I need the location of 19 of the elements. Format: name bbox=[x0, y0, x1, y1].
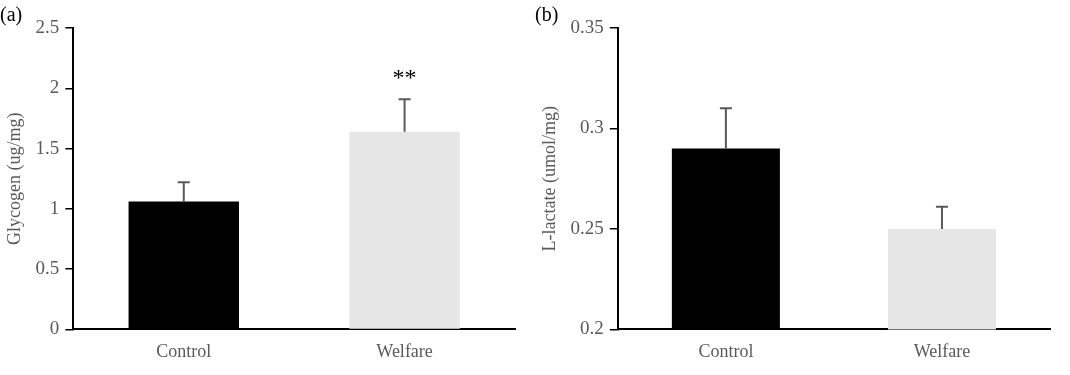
y-axis-title: L-lactate (umol/mg) bbox=[538, 105, 560, 252]
x-tick-label: Welfare bbox=[376, 340, 433, 361]
y-tick-label: 0.2 bbox=[580, 317, 604, 339]
x-tick-label: Welfare bbox=[913, 340, 971, 361]
y-tick-label: 1 bbox=[49, 196, 60, 218]
y-axis-title: Glycogen (ug/mg) bbox=[3, 112, 25, 245]
y-tick-label: 0.25 bbox=[570, 216, 604, 238]
y-tick-label: 2 bbox=[49, 76, 60, 98]
x-tick-label: Control bbox=[698, 340, 754, 361]
annotation: ** bbox=[392, 64, 417, 91]
y-tick-label: 0.3 bbox=[580, 116, 604, 138]
y-tick-label: 0 bbox=[49, 317, 60, 339]
chart-title: (b) bbox=[535, 3, 559, 27]
x-tick-label: Control bbox=[156, 340, 212, 361]
y-tick-label: 0.35 bbox=[570, 15, 604, 37]
y-tick-label: 2.5 bbox=[35, 15, 60, 37]
y-tick-label: 1.5 bbox=[35, 136, 60, 158]
y-tick-label: 0.5 bbox=[35, 257, 60, 279]
chart-title: (a) bbox=[0, 3, 23, 27]
